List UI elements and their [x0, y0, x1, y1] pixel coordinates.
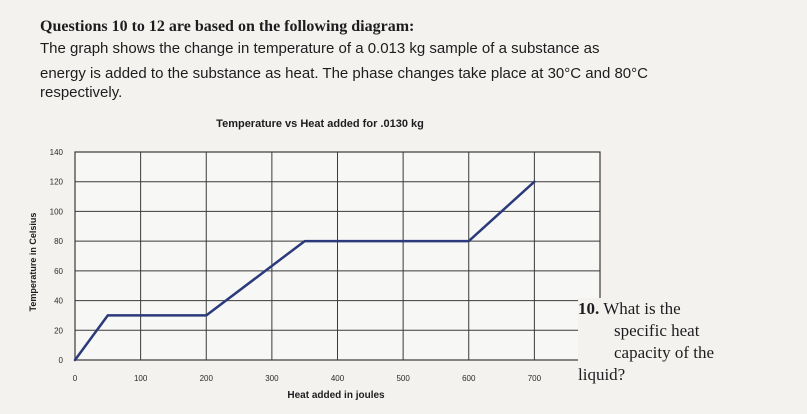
y-tick-label: 40: [54, 297, 63, 306]
question-line-1: What is the: [603, 299, 681, 318]
y-tick-label: 100: [50, 207, 64, 216]
x-tick-label: 0: [73, 374, 78, 383]
question-line-2: specific heat: [614, 321, 700, 340]
x-tick-label: 700: [528, 374, 542, 383]
x-tick-label: 300: [265, 374, 279, 383]
y-tick-label: 60: [54, 267, 63, 276]
x-tick-label: 100: [134, 374, 148, 383]
temperature-series-line: [73, 180, 536, 362]
y-tick-label: 80: [54, 237, 63, 246]
question-number: 10.: [578, 299, 600, 318]
intro-heading: Questions 10 to 12 are based on the foll…: [40, 18, 415, 35]
intro-line-1: The graph shows the change in temperatur…: [40, 40, 600, 57]
y-tick-label: 140: [50, 148, 64, 157]
y-tick-label: 0: [59, 356, 64, 365]
x-tick-label: 400: [331, 374, 345, 383]
x-axis-label: Heat added in joules: [287, 390, 385, 401]
x-tick-labels: 0100200300400500600700800: [73, 374, 607, 383]
x-tick-label: 200: [200, 374, 214, 383]
intro-line-2: energy is added to the substance as heat…: [40, 65, 648, 82]
y-tick-labels: 0 20 40 60 80 100 120 140: [50, 148, 64, 365]
y-axis-label: Temperature in Celsius: [28, 213, 38, 312]
x-tick-label: 600: [462, 374, 476, 383]
chart-series: [73, 180, 536, 362]
chart-grid: [74, 151, 601, 361]
chart-title: Temperature vs Heat added for .0130 kg: [216, 118, 424, 130]
question-line-3: capacity of the: [614, 343, 715, 362]
question-10: 10. What is the specific heat capacity o…: [578, 298, 715, 386]
x-tick-label: 500: [396, 374, 410, 383]
question-line-4: liquid?: [578, 365, 626, 384]
y-tick-label: 120: [50, 178, 64, 187]
y-tick-label: 20: [54, 326, 63, 335]
intro-line-3: respectively.: [40, 84, 123, 101]
